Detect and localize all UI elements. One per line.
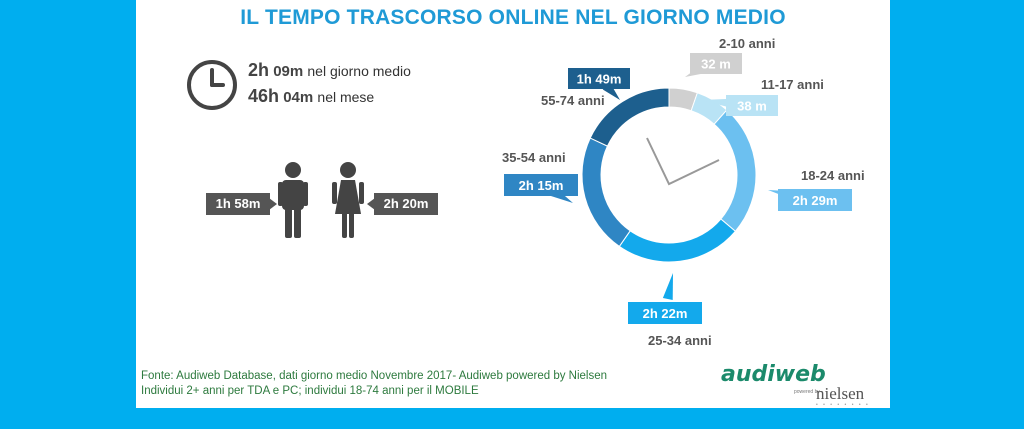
audiweb-logo: audiweb (721, 362, 826, 387)
segment-value: 38 m (737, 99, 767, 114)
segment-value: 2h 15m (519, 178, 564, 193)
callout-18-24-anni: 2h 29m 18-24 anni (768, 168, 865, 211)
donut-slice-18-24-anni (713, 109, 757, 232)
segment-value: 32 m (701, 57, 731, 72)
callout-35-54-anni: 2h 15m 35-54 anni (502, 150, 578, 203)
male-time-callout: 1h 58m (206, 193, 270, 215)
monthly-stat: 46h 04m nel mese (248, 86, 374, 107)
male-callout-pointer (269, 198, 277, 210)
female-callout-pointer (367, 198, 375, 210)
segment-value: 1h 49m (577, 72, 622, 87)
footer: Fonte: Audiweb Database, dati giorno med… (141, 369, 607, 399)
nielsen-logo: nielsen (816, 384, 865, 403)
daily-label: nel giorno medio (307, 63, 411, 79)
footer-note: Individui 2+ anni per TDA e PC; individu… (141, 385, 479, 397)
callout-55-74-anni: 1h 49m 55-74 anni (541, 68, 630, 108)
clock-hands (646, 137, 720, 186)
daily-hours: 2h (248, 60, 270, 80)
callout-pointer (662, 273, 673, 300)
background-right (890, 0, 1024, 408)
segment-value: 2h 22m (643, 306, 688, 321)
daily-minutes: 09m (273, 63, 304, 80)
donut-chart: 32 m 2-10 anni 38 m 11-17 anni 2h 29m 18-24 a… (502, 36, 865, 348)
female-time-callout: 2h 20m (374, 193, 438, 215)
clock-icon (187, 60, 237, 110)
callout-box (628, 302, 702, 324)
callout-11-17-anni: 38 m 11-17 anni (701, 77, 824, 116)
monthly-hours: 46h (248, 86, 280, 106)
segment-label: 2-10 anni (719, 36, 775, 51)
powered-by-text: powered by (794, 389, 820, 395)
donut-slice-55-74-anni (589, 87, 670, 147)
callout-box (568, 68, 630, 89)
donut-slice-25-34-anni (618, 218, 737, 263)
segment-label: 35-54 anni (502, 150, 566, 165)
monthly-minutes: 04m (283, 89, 314, 106)
monthly-label: nel mese (317, 89, 375, 105)
callout-25-34-anni: 2h 22m 25-34 anni (628, 273, 712, 348)
donut-slice-35-54-anni (581, 137, 631, 248)
callout-box (504, 174, 578, 196)
callout-box (726, 95, 778, 116)
background-left (0, 0, 136, 408)
nielsen-logo-dots: • • • • • • • • (816, 402, 870, 408)
segment-label: 18-24 anni (801, 168, 865, 183)
footer-source: Fonte: Audiweb Database, dati giorno med… (141, 370, 608, 382)
segment-label: 25-34 anni (648, 333, 712, 348)
callout-2-10-anni: 32 m 2-10 anni (685, 36, 775, 77)
segment-label: 55-74 anni (541, 93, 605, 108)
callout-box (690, 53, 742, 74)
female-icon (332, 162, 364, 238)
background-bottom (0, 408, 1024, 429)
callout-box (778, 189, 852, 211)
slide-title: IL TEMPO TRASCORSO ONLINE NEL GIORNO MED… (240, 6, 786, 29)
slide: IL TEMPO TRASCORSO ONLINE NEL GIORNO MED… (136, 0, 890, 408)
segment-value: 2h 29m (793, 193, 838, 208)
daily-stat: 2h 09m nel giorno medio (248, 60, 411, 81)
segment-label: 11-17 anni (761, 77, 824, 92)
male-icon (278, 162, 308, 238)
